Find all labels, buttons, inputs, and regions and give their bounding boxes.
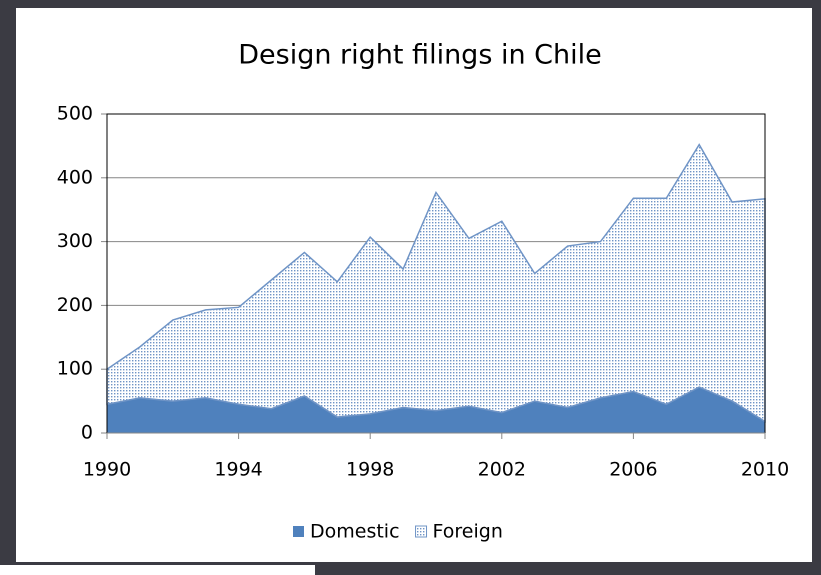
y-tick-label: 200 [57,294,93,316]
x-tick-label: 2006 [609,459,657,481]
y-tick-label: 500 [57,103,93,125]
legend-swatch [293,526,304,537]
y-tick-label: 300 [57,230,93,252]
legend-label: Domestic [310,521,400,543]
x-tick-label: 2010 [741,459,789,481]
chart-title: Design right filings in Chile [238,40,602,71]
y-tick-label: 100 [57,358,93,380]
legend-label: Foreign [433,521,503,543]
x-tick-label: 1990 [83,459,131,481]
y-tick-label: 0 [81,422,93,444]
legend-swatch [415,525,428,538]
x-tick-label: 1998 [346,459,394,481]
x-tick-label: 1994 [214,459,262,481]
window-strip [0,565,315,575]
x-tick-label: 2002 [478,459,526,481]
y-tick-label: 400 [57,166,93,188]
